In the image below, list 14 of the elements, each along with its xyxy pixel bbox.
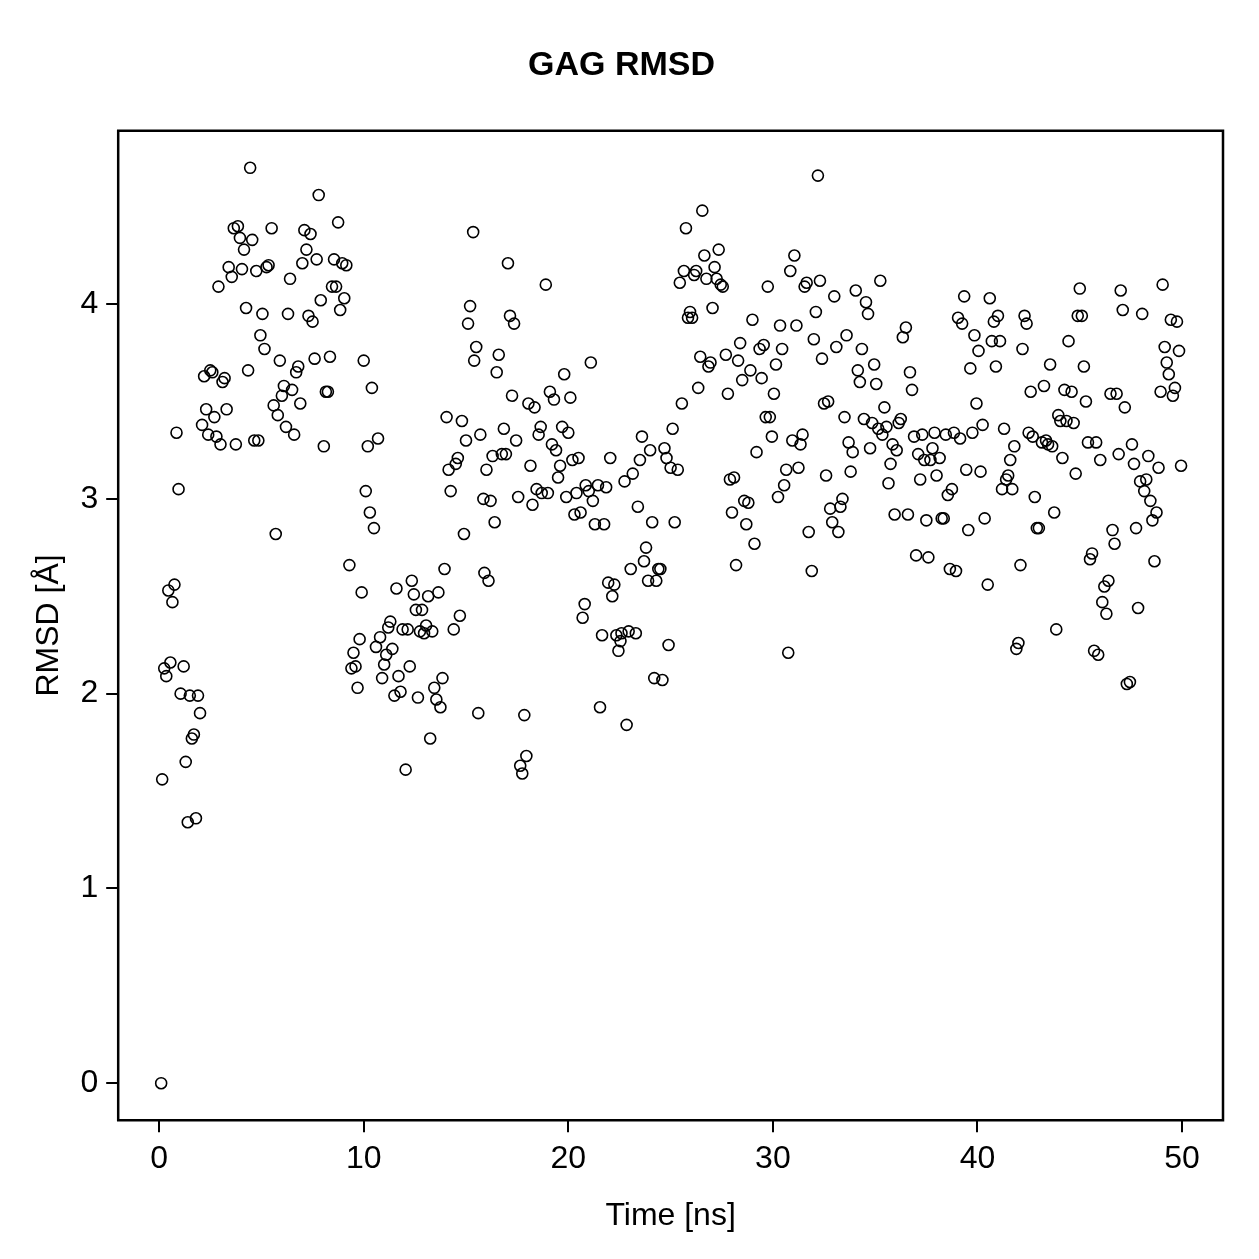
chart-title: GAG RMSD: [528, 43, 715, 82]
y-tick-label: 4: [80, 283, 99, 320]
y-tick-label: 1: [80, 868, 99, 905]
x-tick-label: 40: [959, 1139, 996, 1176]
x-tick-label: 50: [1164, 1139, 1200, 1176]
y-axis-title: RMSD [Å]: [29, 554, 66, 697]
x-tick-label: 0: [150, 1139, 169, 1176]
y-tick-label: 0: [80, 1063, 99, 1100]
x-tick-label: 10: [345, 1139, 382, 1176]
x-axis-title: Time [ns]: [605, 1195, 736, 1232]
x-tick-label: 20: [550, 1139, 587, 1176]
x-tick-label: 30: [755, 1139, 791, 1176]
y-tick-label: 2: [80, 673, 99, 710]
y-tick-label: 3: [80, 478, 99, 515]
